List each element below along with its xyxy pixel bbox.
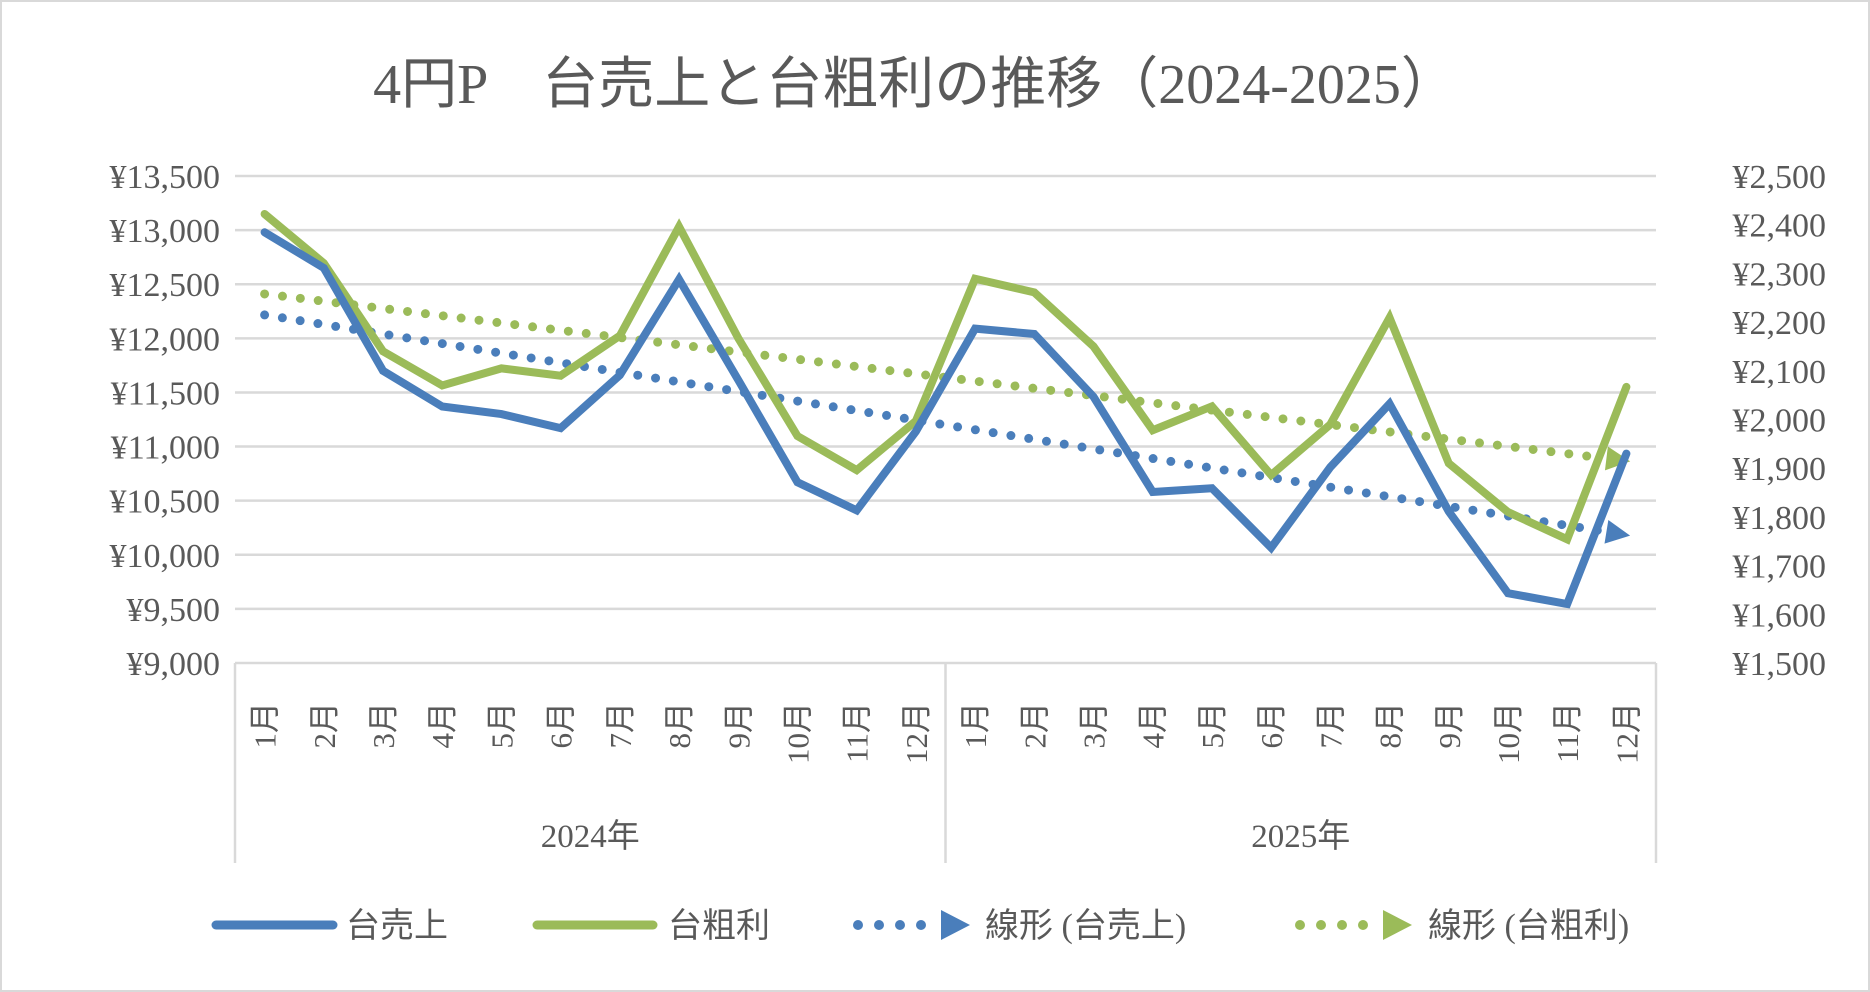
x-tick-label: 5月 bbox=[1195, 702, 1230, 749]
y-right-tick-label: ¥2,000 bbox=[1733, 403, 1827, 440]
legend-dot bbox=[853, 920, 863, 930]
x-tick-label: 9月 bbox=[721, 702, 756, 749]
legend-dot bbox=[1316, 920, 1326, 930]
x-tick-label: 7月 bbox=[1313, 702, 1348, 749]
legend-item-profit-trend[interactable]: 線形 (台粗利) bbox=[1295, 907, 1629, 945]
x-tick-label: 8月 bbox=[1373, 702, 1408, 749]
x-tick-label: 12月 bbox=[899, 702, 934, 764]
x-tick-label: 9月 bbox=[1432, 702, 1467, 749]
legend-dot bbox=[1295, 920, 1305, 930]
y-left-tick-label: ¥9,500 bbox=[127, 592, 221, 629]
y-axis-right: ¥2,500 ¥2,400 ¥2,300 ¥2,200 ¥2,100 ¥2,000 ¥1,9… bbox=[1733, 159, 1827, 683]
x-group-label: 2024年 bbox=[541, 818, 640, 855]
y-left-tick-label: ¥10,500 bbox=[110, 484, 221, 521]
y-left-tick-label: ¥13,000 bbox=[110, 213, 221, 250]
x-tick-label: 6月 bbox=[544, 702, 579, 749]
x-tick-label: 4月 bbox=[425, 702, 460, 749]
y-right-tick-label: ¥2,100 bbox=[1733, 354, 1827, 391]
y-right-tick-label: ¥2,500 bbox=[1733, 159, 1827, 196]
legend-item-sales-trend[interactable]: 線形 (台売上) bbox=[853, 907, 1186, 945]
y-left-tick-label: ¥9,000 bbox=[127, 646, 221, 683]
x-tick-label: 3月 bbox=[1077, 702, 1112, 749]
y-right-tick-label: ¥2,400 bbox=[1733, 208, 1827, 245]
legend-label: 線形 (台売上) bbox=[985, 907, 1186, 945]
y-left-tick-label: ¥12,000 bbox=[110, 321, 221, 358]
x-tick-label: 3月 bbox=[366, 702, 401, 749]
y-right-tick-label: ¥1,700 bbox=[1733, 549, 1827, 586]
legend: 台売上 台粗利 線形 (台売上) 線形 (台粗利) bbox=[216, 907, 1629, 945]
y-left-tick-label: ¥11,000 bbox=[111, 430, 220, 467]
legend-dot bbox=[916, 920, 926, 930]
x-tick-label: 12月 bbox=[1609, 702, 1644, 764]
legend-arrow-icon bbox=[941, 910, 970, 940]
y-right-tick-label: ¥1,500 bbox=[1733, 646, 1827, 683]
x-tick-label: 1月 bbox=[958, 702, 993, 749]
y-right-tick-label: ¥1,600 bbox=[1733, 597, 1827, 634]
y-axis-left: ¥13,500 ¥13,000 ¥12,500 ¥12,000 ¥11,500 ¥11,0… bbox=[110, 159, 221, 683]
y-left-tick-label: ¥10,000 bbox=[110, 538, 221, 575]
x-tick-label: 8月 bbox=[662, 702, 697, 749]
x-tick-label: 11月 bbox=[840, 702, 875, 763]
x-tick-label: 2月 bbox=[307, 702, 342, 749]
y-right-tick-label: ¥1,800 bbox=[1733, 500, 1827, 537]
y-left-tick-label: ¥11,500 bbox=[111, 375, 220, 412]
x-tick-label: 10月 bbox=[780, 702, 815, 764]
legend-item-profit[interactable]: 台粗利 bbox=[537, 907, 770, 945]
gridlines bbox=[235, 176, 1656, 609]
x-tick-label: 6月 bbox=[1254, 702, 1289, 749]
chart-title: 4円P 台売上と台粗利の推移（2024-2025） bbox=[373, 54, 1457, 116]
x-tick-label: 11月 bbox=[1550, 702, 1585, 763]
y-right-tick-label: ¥2,300 bbox=[1733, 256, 1827, 293]
x-tick-label: 2月 bbox=[1017, 702, 1052, 749]
x-tick-label: 5月 bbox=[484, 702, 519, 749]
x-tick-label: 7月 bbox=[603, 702, 638, 749]
legend-item-sales[interactable]: 台売上 bbox=[216, 907, 448, 945]
legend-dot bbox=[1358, 920, 1368, 930]
legend-label: 線形 (台粗利) bbox=[1428, 907, 1629, 945]
y-right-tick-label: ¥1,900 bbox=[1733, 451, 1827, 488]
legend-label: 台粗利 bbox=[668, 907, 770, 945]
x-tick-label: 1月 bbox=[248, 702, 283, 749]
x-tick-label: 10月 bbox=[1491, 702, 1526, 764]
trendline-arrow bbox=[1605, 520, 1633, 548]
legend-arrow-icon bbox=[1383, 910, 1412, 940]
legend-dot bbox=[1337, 920, 1347, 930]
legend-dot bbox=[874, 920, 884, 930]
y-left-tick-label: ¥13,500 bbox=[110, 159, 221, 196]
x-group-label: 2025年 bbox=[1251, 818, 1350, 855]
y-right-tick-label: ¥2,200 bbox=[1733, 305, 1827, 342]
x-tick-label: 4月 bbox=[1136, 702, 1171, 749]
series bbox=[265, 214, 1633, 604]
legend-dot bbox=[895, 920, 905, 930]
series-line-sales bbox=[265, 232, 1627, 604]
x-axis: 1月 2月 3月 4月 5月 6月 7月 8月 9月 10月 11月 12月 2024年 1月 2月 3月 4月… bbox=[235, 663, 1656, 863]
y-left-tick-label: ¥12,500 bbox=[110, 267, 221, 304]
legend-label: 台売上 bbox=[346, 907, 448, 945]
